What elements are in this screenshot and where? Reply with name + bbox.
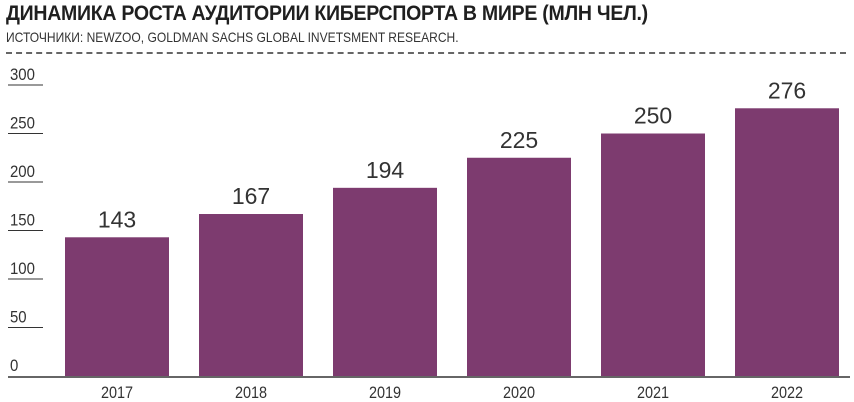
y-tick-label: 250 [10, 115, 35, 133]
y-tick-label: 50 [10, 309, 27, 327]
y-tick-label: 300 [10, 66, 35, 84]
x-tick-label: 2017 [101, 384, 133, 402]
data-label: 250 [634, 103, 672, 129]
x-tick-label: 2018 [235, 384, 267, 402]
x-tick-label: 2021 [637, 384, 669, 402]
dashed-divider [6, 52, 846, 54]
y-tick-label: 100 [10, 260, 35, 278]
data-label: 143 [98, 206, 136, 232]
chart-subtitle: ИСТОЧНИКИ: NEWZOO, GOLDMAN SACHS GLOBAL … [6, 29, 459, 45]
x-tick-label: 2020 [503, 384, 535, 402]
data-label: 225 [500, 127, 538, 153]
chart-title: ДИНАМИКА РОСТА АУДИТОРИИ КИБЕРСПОРТА В М… [6, 2, 648, 25]
bar-2020 [467, 157, 571, 376]
bar-2017 [65, 237, 169, 376]
y-tick-label: 150 [10, 212, 35, 230]
y-tick-label: 200 [10, 163, 35, 181]
bar-2019 [333, 187, 437, 376]
data-label: 167 [232, 183, 270, 209]
y-tick-label: 0 [10, 357, 18, 375]
x-tick-label: 2019 [369, 384, 401, 402]
bar-2021 [601, 133, 705, 376]
data-label: 276 [768, 77, 806, 103]
bar-2022 [735, 108, 839, 376]
x-tick-label: 2022 [771, 384, 803, 402]
bar-2018 [199, 214, 303, 376]
data-label: 194 [366, 157, 405, 183]
